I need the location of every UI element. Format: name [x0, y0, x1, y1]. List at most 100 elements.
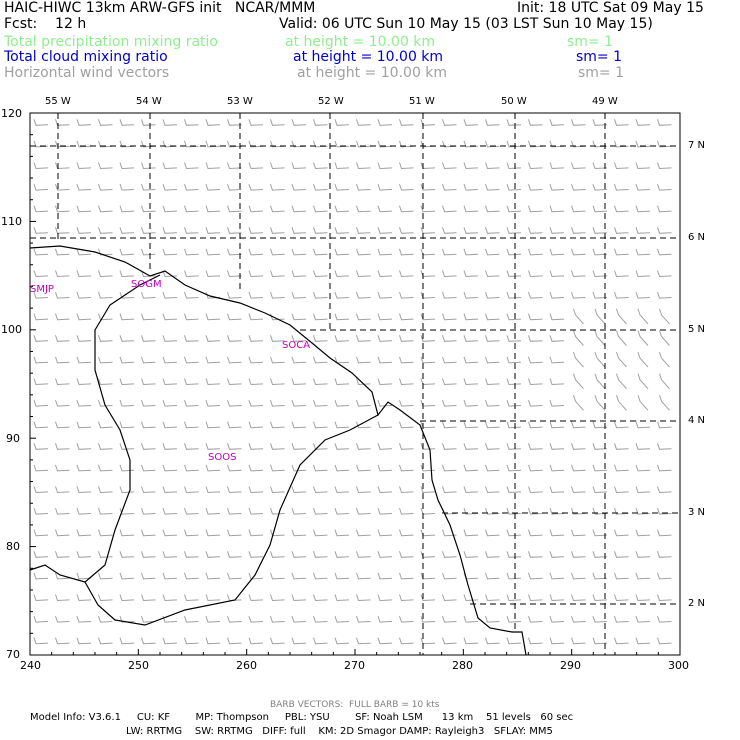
wind-barb	[141, 162, 156, 170]
wind-barb	[141, 443, 156, 450]
wind-barb	[356, 119, 371, 126]
wind-barb	[291, 637, 307, 645]
wind-barb	[76, 270, 92, 278]
wind-barb	[162, 248, 178, 256]
wind-barb	[399, 162, 414, 170]
wind-barb	[270, 270, 285, 278]
wind-barb	[592, 205, 608, 213]
wind-barb	[141, 227, 156, 234]
wind-barb	[76, 464, 92, 472]
wind-barb	[184, 421, 199, 429]
wind-barb	[270, 227, 285, 234]
wind-barb	[55, 507, 70, 515]
wind-barb	[399, 335, 414, 342]
wind-barb	[76, 443, 92, 450]
wind-barb	[205, 507, 221, 515]
wind-barb	[506, 551, 522, 558]
wind-barb	[506, 637, 522, 645]
wind-barb	[659, 308, 670, 325]
wind-barb	[420, 443, 436, 450]
wind-barb	[76, 313, 92, 321]
wind-barb	[141, 615, 156, 623]
wind-barb	[205, 227, 221, 234]
wind-barb	[55, 356, 70, 364]
wind-barb	[616, 330, 627, 346]
wind-barb	[184, 594, 199, 602]
wind-barb	[55, 270, 70, 278]
wind-barb	[98, 227, 113, 234]
wind-barb	[205, 551, 221, 558]
wind-barb	[506, 421, 522, 429]
wind-barb	[420, 615, 436, 623]
wind-barb	[270, 464, 285, 472]
forecast-hour: Fcst: 12 h	[4, 16, 87, 32]
wind-barb	[334, 205, 350, 213]
wind-barb	[657, 227, 672, 234]
wind-barb	[76, 615, 92, 623]
wind-barb	[119, 486, 135, 494]
wind-barb	[614, 486, 629, 494]
wind-barb	[98, 291, 113, 299]
wind-barb	[205, 270, 221, 278]
wind-barb	[573, 330, 584, 346]
wind-barb	[356, 637, 371, 645]
wind-barb	[485, 183, 500, 191]
wind-barb	[657, 464, 672, 472]
wind-barb	[205, 486, 221, 494]
wind-barb	[485, 464, 500, 472]
wind-barb	[119, 443, 135, 450]
wind-barb	[377, 551, 393, 558]
wind-barb	[399, 270, 414, 278]
wind-barb	[119, 248, 135, 256]
wind-barb	[205, 378, 221, 386]
wind-barb	[55, 594, 70, 602]
wind-barb	[549, 615, 565, 623]
wind-barb	[141, 529, 156, 537]
wind-barb	[635, 183, 651, 191]
wind-barb	[463, 356, 479, 364]
lat-label: 2 N	[688, 598, 706, 609]
wind-barb	[184, 205, 199, 213]
wind-barb	[420, 356, 436, 364]
wind-barb	[657, 183, 672, 191]
wind-barb	[205, 594, 221, 602]
wind-barb	[399, 378, 414, 386]
wind-barb	[33, 270, 49, 278]
wind-barb	[506, 205, 522, 213]
wind-barb	[205, 119, 221, 126]
wind-barb	[506, 356, 522, 364]
wind-barb	[76, 205, 92, 213]
coastline-borders	[29, 245, 527, 656]
wind-barb	[162, 291, 178, 299]
wind-barb	[399, 572, 414, 580]
wind-barb	[442, 335, 457, 342]
wind-barb	[98, 421, 113, 429]
wind-barb	[227, 119, 242, 126]
x-tick-label: 240	[20, 659, 41, 672]
wind-barb	[248, 594, 264, 602]
wind-barb	[463, 551, 479, 558]
wind-barb	[184, 399, 199, 407]
wind-barb	[334, 183, 350, 191]
wind-barb	[205, 162, 221, 170]
wind-barb	[313, 162, 328, 170]
field-sm-precip: sm= 1	[567, 34, 614, 50]
wind-barb	[594, 330, 606, 346]
wind-barb	[270, 507, 285, 515]
lat-lon-grid	[30, 113, 680, 655]
lon-label: 53 W	[227, 96, 253, 107]
wind-barb	[528, 637, 543, 645]
wind-barb	[485, 356, 500, 364]
wind-barb	[356, 594, 371, 602]
wind-barb	[33, 486, 49, 494]
wind-barb	[55, 313, 70, 321]
wind-barb	[571, 507, 586, 515]
wind-barb	[528, 162, 543, 170]
wind-barb	[399, 637, 414, 645]
wind-barb	[616, 395, 627, 411]
wind-barb	[463, 486, 479, 494]
wind-barb	[442, 313, 457, 321]
wind-barb	[313, 270, 328, 278]
wind-barb	[399, 486, 414, 494]
wind-barb	[291, 443, 307, 450]
